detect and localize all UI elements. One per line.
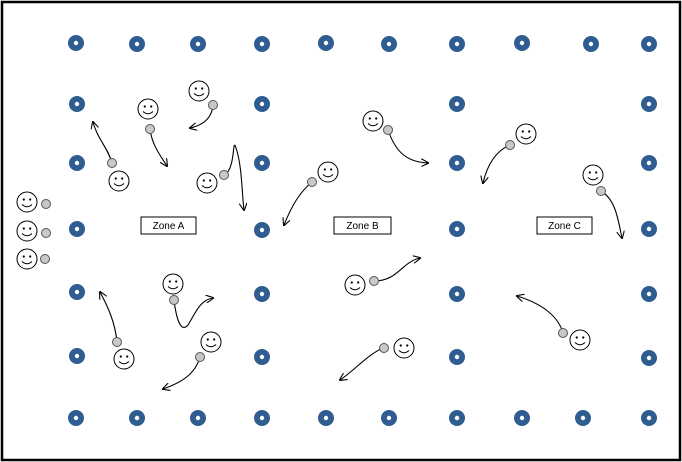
cone-icon	[641, 286, 657, 302]
player-icon	[162, 273, 184, 295]
cone-icon	[190, 410, 206, 426]
cone-icon	[381, 410, 397, 426]
cone-icon	[575, 410, 591, 426]
cone-icon	[449, 349, 465, 365]
cone-icon	[69, 221, 85, 237]
cone-icon	[641, 350, 657, 366]
player-icon	[569, 329, 591, 351]
cone-icon	[583, 36, 599, 52]
player-icon	[515, 123, 537, 145]
ball-icon	[379, 343, 389, 353]
cone-icon	[69, 96, 85, 112]
players-layer	[16, 80, 606, 370]
cone-icon	[641, 96, 657, 112]
player-icon	[108, 170, 130, 192]
player-icon	[196, 172, 218, 194]
cone-icon	[641, 36, 657, 52]
ball-icon	[383, 125, 393, 135]
zone-label-box	[140, 216, 197, 235]
player-icon	[16, 248, 38, 270]
ball-icon	[596, 186, 606, 196]
ball-icon	[307, 177, 317, 187]
player-icon	[582, 164, 604, 186]
cone-icon	[254, 410, 270, 426]
zone-label-text: Zone B	[346, 221, 379, 232]
ball-icon	[145, 124, 155, 134]
cone-icon	[318, 410, 334, 426]
cone-icon	[254, 155, 270, 171]
cone-icon	[68, 35, 84, 51]
player-icon	[200, 331, 222, 353]
cones-layer	[68, 35, 657, 426]
cone-icon	[254, 96, 270, 112]
movement-arrow	[340, 347, 384, 380]
zone-label-a: Zone A	[140, 216, 197, 235]
player-icon	[393, 337, 415, 359]
player-icon	[317, 161, 339, 183]
movement-arrow	[375, 258, 420, 282]
cone-icon	[254, 286, 270, 302]
cone-icon	[641, 221, 657, 237]
zone-label-c: Zone C	[536, 216, 593, 235]
cone-icon	[641, 410, 657, 426]
cone-icon	[449, 286, 465, 302]
movement-arrow	[223, 144, 244, 210]
ball-icon	[558, 328, 568, 338]
cone-icon	[514, 410, 530, 426]
cone-icon	[190, 36, 206, 52]
cone-icon	[381, 36, 397, 52]
player-icon	[16, 220, 38, 242]
cone-icon	[449, 96, 465, 112]
cone-icon	[254, 222, 270, 238]
ball-icon	[369, 276, 379, 286]
movement-arrow	[387, 129, 428, 163]
cone-icon	[69, 348, 85, 364]
cone-icon	[449, 155, 465, 171]
cone-icon	[129, 36, 145, 52]
cone-icon	[69, 284, 85, 300]
ball-icon	[195, 352, 205, 362]
ball-icon	[41, 199, 51, 209]
movement-arrow	[517, 296, 564, 334]
cone-icon	[254, 349, 270, 365]
ball-icon	[107, 158, 117, 168]
ball-icon	[219, 170, 229, 180]
ball-icon	[112, 337, 122, 347]
zone-label-text: Zone C	[548, 221, 581, 232]
cone-icon	[514, 35, 530, 51]
zone-label-text: Zone A	[153, 221, 185, 232]
movement-arrow	[173, 298, 213, 328]
cone-icon	[641, 155, 657, 171]
cone-icon	[69, 155, 85, 171]
cone-icon	[449, 410, 465, 426]
cone-icon	[254, 36, 270, 52]
cone-icon	[318, 35, 334, 51]
player-icon	[137, 98, 159, 120]
player-icon	[344, 274, 366, 296]
player-icon	[16, 191, 38, 213]
zone-label-box	[536, 216, 593, 235]
player-icon	[362, 110, 384, 132]
player-icon	[113, 348, 135, 370]
cone-icon	[129, 410, 145, 426]
zone-label-b: Zone B	[333, 216, 392, 235]
ball-icon	[41, 228, 51, 238]
cone-icon	[68, 410, 84, 426]
cone-icon	[449, 221, 465, 237]
zone-label-box	[333, 216, 392, 235]
cone-icon	[449, 36, 465, 52]
ball-icon	[505, 140, 515, 150]
ball-icon	[208, 100, 218, 110]
player-icon	[188, 80, 210, 102]
ball-icon	[40, 254, 50, 264]
ball-icon	[169, 295, 179, 305]
